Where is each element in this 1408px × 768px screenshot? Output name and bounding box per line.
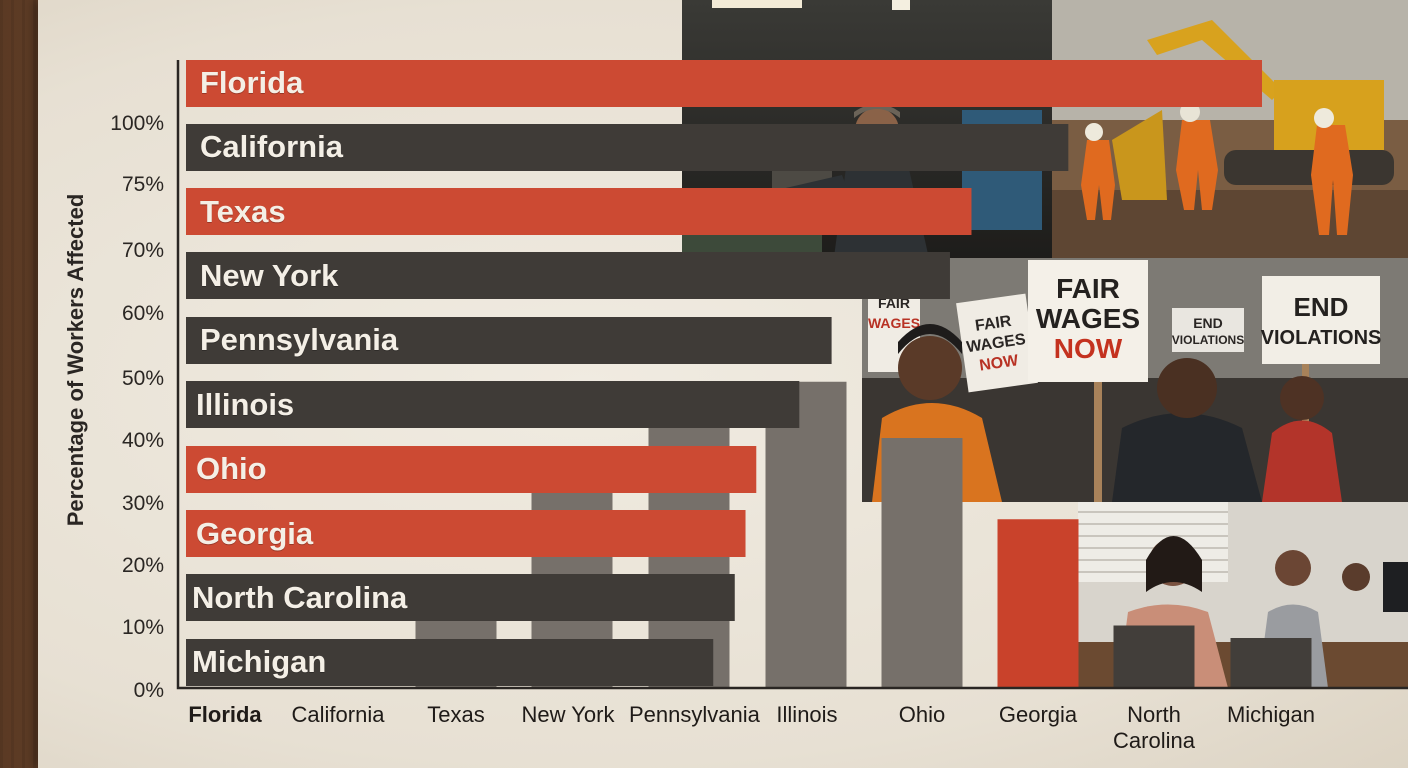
hbar-pennsylvania <box>186 317 832 364</box>
y-tick-0: 0% <box>133 679 164 702</box>
column-michigan <box>1230 638 1312 688</box>
hbar-california <box>186 124 1069 171</box>
svg-text:WAGES: WAGES <box>868 315 920 331</box>
construction-site-photo <box>1052 0 1408 258</box>
svg-text:WAGES: WAGES <box>1036 303 1140 334</box>
chart-axes <box>176 60 1408 690</box>
column-north-carolina <box>1113 625 1195 688</box>
hbar-label-california: California <box>200 129 343 164</box>
protest-photo: FAIR WAGES FAIR WAGES NOW FAIR WAGES NOW… <box>862 258 1408 502</box>
svg-text:NOW: NOW <box>978 352 1020 374</box>
hbar-label-north-carolina: North Carolina <box>192 580 408 615</box>
y-tick-6: 60% <box>121 302 164 325</box>
y-tick-1: 10% <box>121 616 164 639</box>
hbar-florida <box>186 60 1262 107</box>
y-tick-2: 20% <box>121 554 164 577</box>
hbar-label-georgia: Georgia <box>196 516 314 551</box>
x-tick-texas: Texas <box>427 702 485 727</box>
x-tick-michigan: Michigan <box>1226 702 1316 727</box>
x-tick-ohio: Ohio <box>898 702 946 727</box>
hbar-ohio <box>186 446 757 493</box>
protest-sign-3: FAIR WAGES NOW <box>1028 260 1148 382</box>
hbar-label-florida: Florida <box>200 65 304 100</box>
svg-text:NOW: NOW <box>1054 333 1123 364</box>
protest-sign-2: FAIR WAGES NOW <box>956 293 1038 393</box>
x-tick-georgia: Georgia <box>998 702 1078 727</box>
hbar-label-new-york: New York <box>200 258 339 293</box>
hbar-michigan <box>186 639 714 686</box>
svg-text:VIOLATIONS: VIOLATIONS <box>1172 333 1244 347</box>
svg-text:FAIR: FAIR <box>974 313 1013 335</box>
y-tick-8: 75% <box>121 173 164 196</box>
hbar-north-carolina <box>186 574 735 621</box>
x-tick-illinois: Illinois <box>776 702 838 727</box>
protest-sign-5: END VIOLATIONS <box>1261 276 1382 364</box>
column-georgia <box>997 519 1079 688</box>
y-tick-5: 50% <box>121 367 164 390</box>
hbar-new-york <box>186 252 950 299</box>
y-tick-9: 100% <box>110 112 164 135</box>
x-tick-north-carolina: North Carolina <box>1113 702 1195 753</box>
hbar-illinois <box>186 381 800 428</box>
y-axis-label: Percentage of Workers Affected <box>63 193 88 527</box>
y-tick-4: 40% <box>121 429 164 452</box>
protest-sign-4: END VIOLATIONS <box>1172 308 1244 352</box>
hbar-label-ohio: Ohio <box>196 451 267 486</box>
x-tick-new-york: New York <box>521 702 615 727</box>
svg-text:VIOLATIONS: VIOLATIONS <box>1261 327 1382 349</box>
hbar-label-texas: Texas <box>200 194 286 229</box>
y-tick-3: 30% <box>121 492 164 515</box>
column-illinois <box>765 381 847 688</box>
hbar-label-michigan: Michigan <box>192 644 327 679</box>
hbar-label-pennsylvania: Pennsylvania <box>200 322 399 357</box>
y-tick-7: 70% <box>121 239 164 262</box>
x-tick-california: California <box>291 702 385 727</box>
svg-text:END: END <box>1294 292 1349 322</box>
hbar-georgia <box>186 510 746 557</box>
hbar-label-illinois: Illinois <box>196 387 295 422</box>
column-ohio <box>881 438 963 688</box>
x-tick-pennsylvania: Pennsylvania <box>629 702 760 727</box>
hbar-texas <box>186 188 972 235</box>
x-tick-florida: Florida <box>188 702 262 727</box>
svg-text:FAIR: FAIR <box>1056 273 1120 304</box>
svg-text:END: END <box>1193 315 1223 331</box>
